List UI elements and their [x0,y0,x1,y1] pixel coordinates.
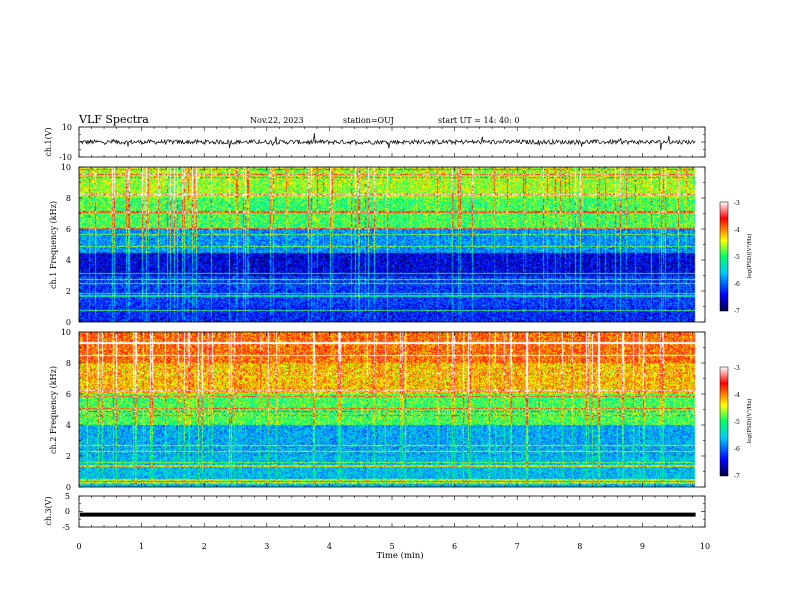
start-ut-label: start UT = 14: 40: 0 [438,116,519,125]
x-axis-label: Time (min) [376,550,423,561]
ch2-colorbar-label: log(PSD)(V²/Hz) [746,399,753,444]
ch2-freq-tick-10: 10 [61,328,71,337]
ch3-waveform-panel: 5 0 -5 ch.3(V) [44,492,706,532]
ch1-ytick-bottom: -10 [59,153,72,162]
x-tick-label-9: 9 [640,542,645,551]
ch2-freq-tick-2: 2 [66,452,71,461]
ch3-waveform-ylabel: ch.3(V) [44,496,53,525]
ch2-colorbar-tick-m5: -5 [734,419,740,426]
ch2-freq-tick-4: 4 [66,421,71,430]
ch1-freq-tick-8: 8 [66,194,71,203]
ch1-freq-tick-10: 10 [61,163,71,172]
ch3-ytick-bottom: -5 [62,523,70,532]
ch2-colorbar-tick-m4: -4 [734,392,740,399]
ch1-waveform-panel: 10 -10 ch.1(V) [44,123,706,162]
ch2-spectrogram-ylabel: ch.2 Frequency (kHz) [49,366,58,454]
ch2-colorbar-tick-m6: -6 [734,446,740,453]
ch3-waveform-ticks [78,495,706,528]
date-label: Nov.22, 2023 [250,116,304,125]
ch2-freq-tick-8: 8 [66,359,71,368]
x-tick-label-4: 4 [327,542,332,551]
ch1-waveform-ticks [78,126,706,158]
x-axis-tick-labels: 0 1 2 3 4 5 6 7 8 9 10 [76,542,710,551]
ch1-spectrogram-ylabel: ch.1 Frequency (kHz) [49,201,58,289]
ch1-ytick-top: 10 [62,123,72,132]
ch1-waveform-line [79,133,696,151]
x-tick-label-3: 3 [264,542,269,551]
ch2-colorbar [719,366,729,477]
ch2-colorbar-tick-m7: -7 [734,473,740,480]
x-tick-label-7: 7 [515,542,520,551]
ch3-ytick-mid: 0 [65,507,70,516]
ch1-colorbar-tick-m7: -7 [734,308,740,315]
x-tick-label-2: 2 [202,542,207,551]
ch2-spectrogram-ticks [78,331,706,488]
x-tick-label-1: 1 [139,542,144,551]
ch2-spectrogram-image [79,332,705,487]
ch1-colorbar-tick-m5: -5 [734,254,740,261]
ch1-freq-tick-2: 2 [66,287,71,296]
x-tick-label-10: 10 [700,542,710,551]
ch1-spectrogram-image [79,167,705,322]
x-tick-label-0: 0 [76,542,81,551]
ch1-freq-tick-4: 4 [66,256,71,265]
ch2-spectrogram-panel: 0 2 4 6 8 10 ch.2 Frequency (kHz) -3 -4 … [49,328,753,492]
ch2-freq-tick-6: 6 [66,390,71,399]
x-tick-label-8: 8 [577,542,582,551]
ch1-spectrogram-panel: 0 2 4 6 8 10 ch.1 Frequency (kHz) -3 -4 … [49,163,753,327]
ch3-ytick-top: 5 [65,492,70,501]
ch2-colorbar-tick-m3: -3 [734,365,740,372]
ch1-colorbar-tick-m3: -3 [734,200,740,207]
ch1-freq-tick-6: 6 [66,225,71,234]
x-tick-label-6: 6 [452,542,457,551]
ch1-spectrogram-ticks [78,166,706,323]
ch1-colorbar-tick-m6: -6 [734,281,740,288]
x-tick-label-5: 5 [389,542,394,551]
ch1-freq-tick-0: 0 [66,318,71,327]
ch3-waveform-frame [78,495,706,528]
figure-title: VLF Spectra [78,113,149,126]
ch1-waveform-ylabel: ch.1(V) [44,127,53,156]
ch2-freq-tick-0: 0 [66,483,71,492]
ch1-colorbar-tick-m4: -4 [734,227,740,234]
station-label: station=OUJ [343,116,394,125]
ch1-colorbar [719,201,729,312]
ch1-colorbar-label: log(PSD)(V²/Hz) [746,234,753,279]
